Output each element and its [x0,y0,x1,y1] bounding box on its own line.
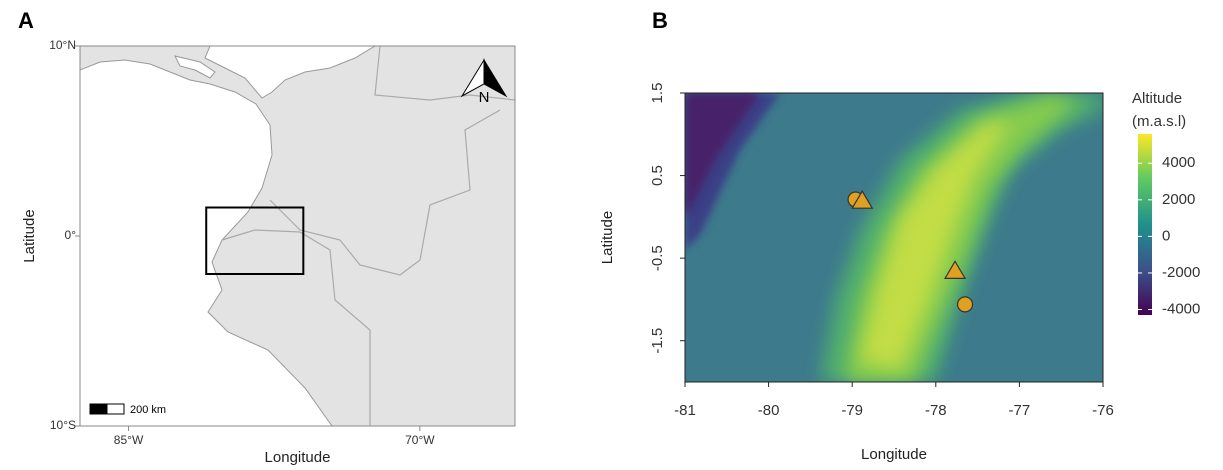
elevation-raster [685,93,1103,382]
north-arrow [460,58,508,98]
study-area-box [205,206,305,275]
site-triangle [851,189,874,209]
colorbar-tick-label: -4000 [1162,300,1200,317]
x-axis-label: Longitude [861,446,927,463]
scale-bar [89,403,125,415]
y-tick-label: 10°N [49,38,76,52]
site-circle [956,296,974,313]
y-tick-label: 0° [65,228,77,242]
x-tick-label: 70°W [405,433,435,447]
colorbar-tick-label: -2000 [1162,264,1200,281]
colorbar-tick-label: 4000 [1162,154,1195,171]
x-tick-label: -80 [758,402,780,419]
x-tick-label: -78 [925,402,947,419]
legend-title: (m.a.s.l) [1132,113,1186,130]
y-axis-label: Latitude [599,211,616,264]
x-axis-label: Longitude [265,449,331,466]
y-tick-label: -0.5 [649,245,666,271]
scale-bar-label: 200 km [130,404,166,416]
y-axis-label: Latitude [21,209,38,262]
x-tick-label: -81 [674,402,696,419]
plot-frame [684,92,1104,383]
x-tick-label: 85°W [114,433,144,447]
panel-label: B [652,8,668,33]
y-tick-label: -1.5 [649,328,666,354]
x-tick-label: -76 [1092,402,1114,419]
y-tick-label: 10°S [50,418,76,432]
map-land [80,46,515,426]
y-tick-label: 0.5 [649,165,666,186]
north-label: N [479,89,490,106]
y-tick-label: 1.5 [649,83,666,104]
x-tick-label: -77 [1009,402,1031,419]
panel-label: A [18,8,34,33]
site-triangle [943,260,967,279]
legend-title: Altitude [1132,90,1182,107]
x-tick-label: -79 [841,402,863,419]
colorbar-tick-label: 2000 [1162,191,1195,208]
colorbar-tick-label: 0 [1162,227,1170,244]
colorbar [1138,134,1152,315]
